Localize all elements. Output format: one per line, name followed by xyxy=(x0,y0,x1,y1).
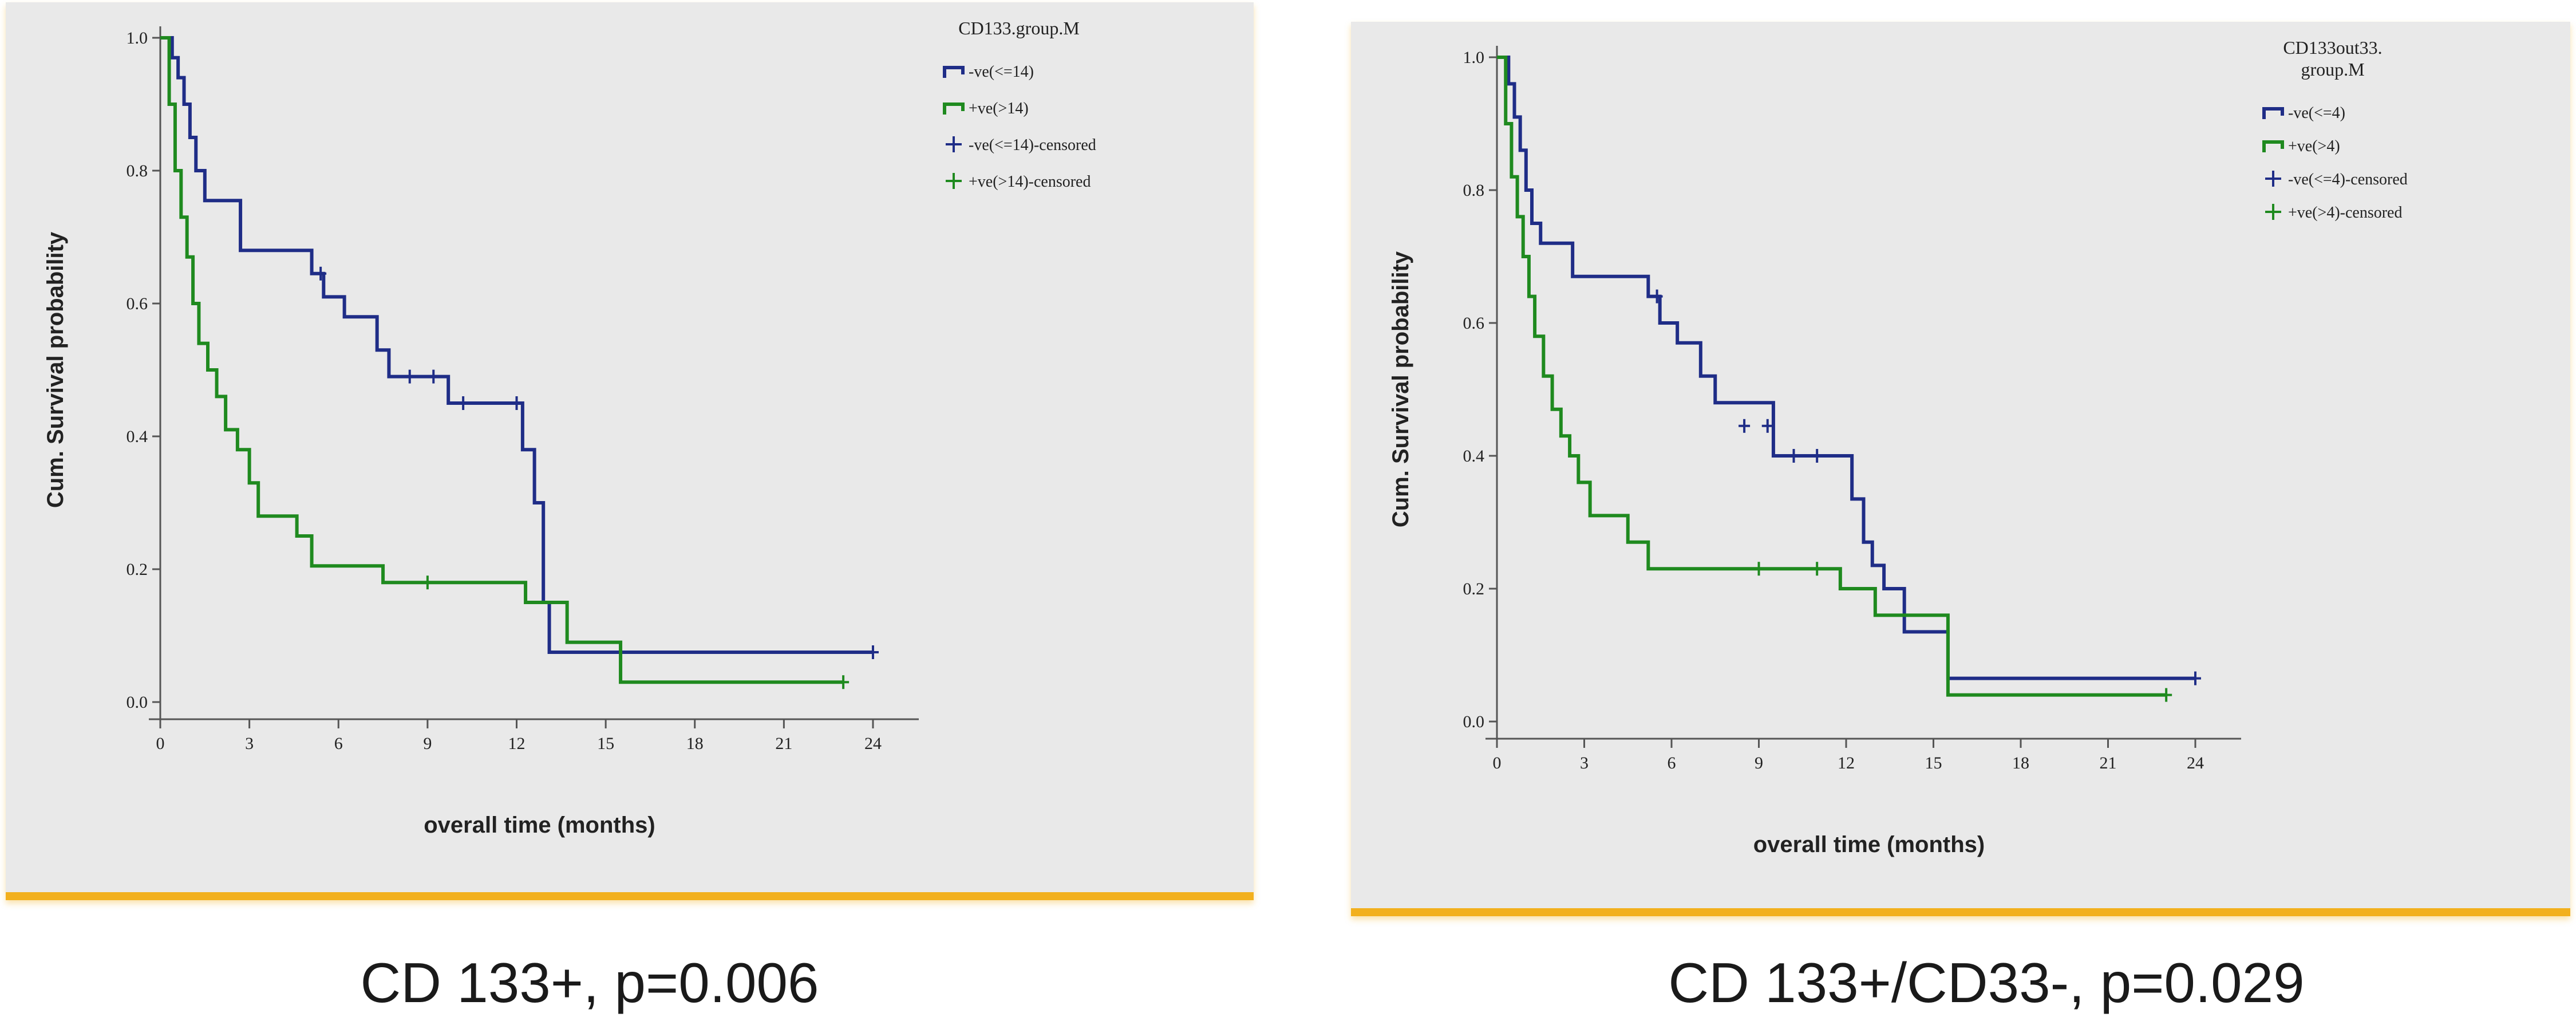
legend-title: group.M xyxy=(2301,59,2364,80)
survival-curve-1 xyxy=(160,36,844,684)
legend-item-label: +ve(>4) xyxy=(2288,137,2340,155)
survival-curve-0 xyxy=(160,36,873,654)
x-tick-label: 3 xyxy=(245,734,254,753)
censor-mark xyxy=(1761,419,1773,433)
x-tick-label: 12 xyxy=(508,734,526,753)
legend-swatch-line xyxy=(2262,107,2284,119)
legend-item-label: -ve(<=4) xyxy=(2288,104,2345,122)
censor-mark xyxy=(867,645,879,659)
y-tick-label: 1.0 xyxy=(127,29,148,48)
caption-cd133: CD 133+, p=0.006 xyxy=(360,951,819,1014)
legend-item: -ve(<=14) xyxy=(943,63,1034,81)
legend-item-label: +ve(>4)-censored xyxy=(2288,204,2403,222)
legend-item: +ve(>4)-censored xyxy=(2265,204,2403,222)
x-tick-label: 24 xyxy=(864,734,882,753)
y-tick-label: 0.4 xyxy=(127,427,148,446)
censor-mark xyxy=(511,396,523,410)
km-chart-cd133-cd33: 0.0 0.2 0.4 0.6 0.8 1.0 0 3 6 9 12 15 18 21 24 Cum. Sur… xyxy=(1388,37,2408,857)
legend-item: -ve(<=14)-censored xyxy=(946,136,1096,154)
y-tick-label: 0.8 xyxy=(1463,181,1485,200)
y-tick-label: 0.2 xyxy=(127,560,148,579)
x-axis-label: overall time (months) xyxy=(424,813,655,838)
legend-item: -ve(<=4)-censored xyxy=(2265,171,2408,188)
legend-title: CD133.group.M xyxy=(958,18,1080,38)
x-tick-label: 6 xyxy=(334,734,343,753)
legend-item-label: +ve(>14)-censored xyxy=(969,173,1091,191)
x-tick-label: 21 xyxy=(775,734,792,753)
legend-item: +ve(>14)-censored xyxy=(946,173,1091,191)
survival-curve-0 xyxy=(1497,56,2195,680)
legend-item: -ve(<=4) xyxy=(2262,104,2345,122)
km-panel-cd133-cd33: 0.0 0.2 0.4 0.6 0.8 1.0 0 3 6 9 12 15 18 21 24 Cum. Sur… xyxy=(1351,22,2570,916)
survival-curve-1 xyxy=(1497,56,2167,697)
y-tick-label: 0.4 xyxy=(1463,447,1485,466)
censor-mark xyxy=(1811,562,1823,576)
censor-mark xyxy=(457,396,469,410)
censor-mark xyxy=(2160,688,2172,702)
x-tick-label: 0 xyxy=(1493,754,1502,772)
legend-title: CD133out33. xyxy=(2283,37,2382,58)
legend-item-label: +ve(>14) xyxy=(969,100,1029,117)
km-panel-cd133: 0.0 0.2 0.4 0.6 0.8 1.0 0 3 6 9 12 15 18 21 24 Cum. Sur… xyxy=(6,2,1254,900)
censor-mark xyxy=(315,266,327,281)
legend-swatch-line xyxy=(943,66,965,78)
legend-item-label: -ve(<=14)-censored xyxy=(969,136,1096,154)
x-tick-label: 0 xyxy=(156,734,165,753)
legend-swatch-line xyxy=(2262,140,2284,152)
caption-cd133-cd33: CD 133+/CD33-, p=0.029 xyxy=(1668,951,2305,1014)
censor-mark xyxy=(1753,562,1765,576)
y-tick-label: 0.2 xyxy=(1463,580,1485,598)
x-tick-label: 24 xyxy=(2187,754,2204,772)
y-tick-label: 0.0 xyxy=(127,693,148,712)
km-chart-cd133: 0.0 0.2 0.4 0.6 0.8 1.0 0 3 6 9 12 15 18 21 24 Cum. Sur… xyxy=(43,18,1096,838)
x-tick-label: 9 xyxy=(423,734,432,753)
legend-item-label: -ve(<=14) xyxy=(969,63,1034,81)
x-axis-label: overall time (months) xyxy=(1753,832,1985,857)
y-axis-label: Cum. Survival probability xyxy=(1388,251,1413,527)
legend-item: +ve(>14) xyxy=(943,100,1029,117)
censor-mark xyxy=(2190,671,2201,685)
y-tick-label: 0.6 xyxy=(127,294,148,313)
x-tick-label: 15 xyxy=(1925,754,1942,772)
censor-mark xyxy=(837,675,850,689)
y-tick-label: 0.8 xyxy=(127,161,148,180)
censor-mark xyxy=(1739,419,1751,433)
x-tick-label: 9 xyxy=(1755,754,1763,772)
x-tick-label: 21 xyxy=(2100,754,2117,772)
x-tick-label: 18 xyxy=(686,734,704,753)
legend-swatch-line xyxy=(943,103,965,115)
y-tick-label: 0.6 xyxy=(1463,314,1485,333)
legend-item: +ve(>4) xyxy=(2262,137,2340,155)
y-tick-label: 1.0 xyxy=(1463,48,1485,67)
censor-mark xyxy=(1811,449,1823,463)
y-tick-label: 0.0 xyxy=(1463,712,1485,731)
x-tick-label: 18 xyxy=(2012,754,2029,772)
x-tick-label: 15 xyxy=(597,734,614,753)
censor-mark xyxy=(404,369,416,384)
censor-mark xyxy=(421,575,433,590)
x-tick-label: 3 xyxy=(1580,754,1589,772)
censor-mark xyxy=(428,369,440,384)
y-axis-label: Cum. Survival probability xyxy=(43,231,68,508)
censor-mark xyxy=(1788,449,1800,463)
x-tick-label: 6 xyxy=(1668,754,1676,772)
x-tick-label: 12 xyxy=(1838,754,1855,772)
censor-mark xyxy=(1651,289,1663,303)
legend-item-label: -ve(<=4)-censored xyxy=(2288,171,2408,188)
